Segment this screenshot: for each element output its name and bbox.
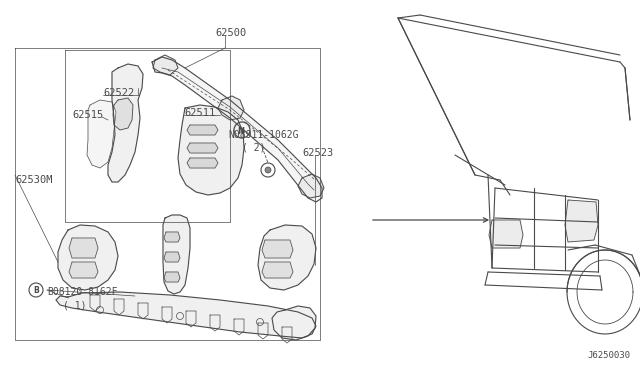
Text: ( 2): ( 2) bbox=[242, 143, 266, 153]
Polygon shape bbox=[565, 200, 598, 242]
Text: 62530M: 62530M bbox=[15, 175, 52, 185]
Polygon shape bbox=[187, 158, 218, 168]
Polygon shape bbox=[298, 174, 324, 198]
Polygon shape bbox=[87, 100, 116, 168]
Polygon shape bbox=[218, 96, 244, 120]
Polygon shape bbox=[69, 238, 98, 258]
Polygon shape bbox=[489, 220, 523, 248]
Polygon shape bbox=[187, 143, 218, 153]
Text: 62500: 62500 bbox=[215, 28, 246, 38]
Text: J6250030: J6250030 bbox=[587, 351, 630, 360]
Text: 62511: 62511 bbox=[184, 108, 215, 118]
Text: B: B bbox=[33, 286, 39, 295]
Text: B08120-8162F: B08120-8162F bbox=[47, 287, 118, 297]
Polygon shape bbox=[178, 105, 244, 195]
Text: N08911-1062G: N08911-1062G bbox=[228, 130, 298, 140]
Polygon shape bbox=[164, 232, 180, 242]
Text: N: N bbox=[237, 126, 244, 135]
Polygon shape bbox=[164, 252, 180, 262]
Polygon shape bbox=[262, 240, 293, 258]
Polygon shape bbox=[69, 262, 98, 278]
Polygon shape bbox=[152, 57, 322, 202]
Polygon shape bbox=[272, 306, 316, 340]
Circle shape bbox=[265, 167, 271, 173]
Polygon shape bbox=[56, 292, 316, 338]
Polygon shape bbox=[262, 262, 293, 278]
Polygon shape bbox=[164, 272, 180, 282]
Text: 62515: 62515 bbox=[72, 110, 103, 120]
Text: 62522: 62522 bbox=[103, 88, 134, 98]
Polygon shape bbox=[258, 225, 316, 290]
Polygon shape bbox=[163, 215, 190, 294]
Polygon shape bbox=[153, 55, 178, 75]
Polygon shape bbox=[58, 225, 118, 290]
Polygon shape bbox=[187, 125, 218, 135]
Polygon shape bbox=[113, 98, 133, 130]
Text: ( 1): ( 1) bbox=[63, 300, 86, 310]
Text: 62523: 62523 bbox=[302, 148, 333, 158]
Polygon shape bbox=[108, 64, 143, 182]
